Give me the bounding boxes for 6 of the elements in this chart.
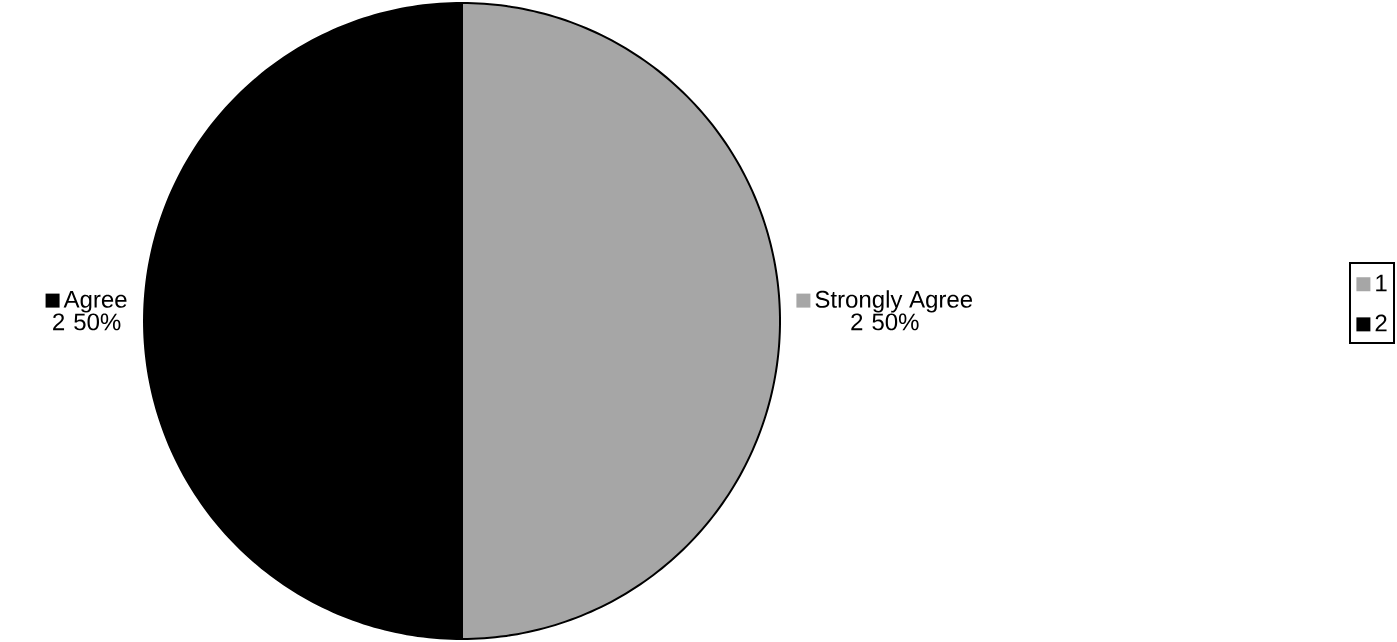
legend-label: Strongly Agree (815, 290, 973, 313)
text: 2 (1375, 314, 1387, 332)
data-label: 2 50% (851, 313, 919, 331)
legend-label: Agree (63, 291, 127, 313)
data-label: 2 50% (53, 313, 121, 331)
text: 1 (1376, 274, 1387, 292)
